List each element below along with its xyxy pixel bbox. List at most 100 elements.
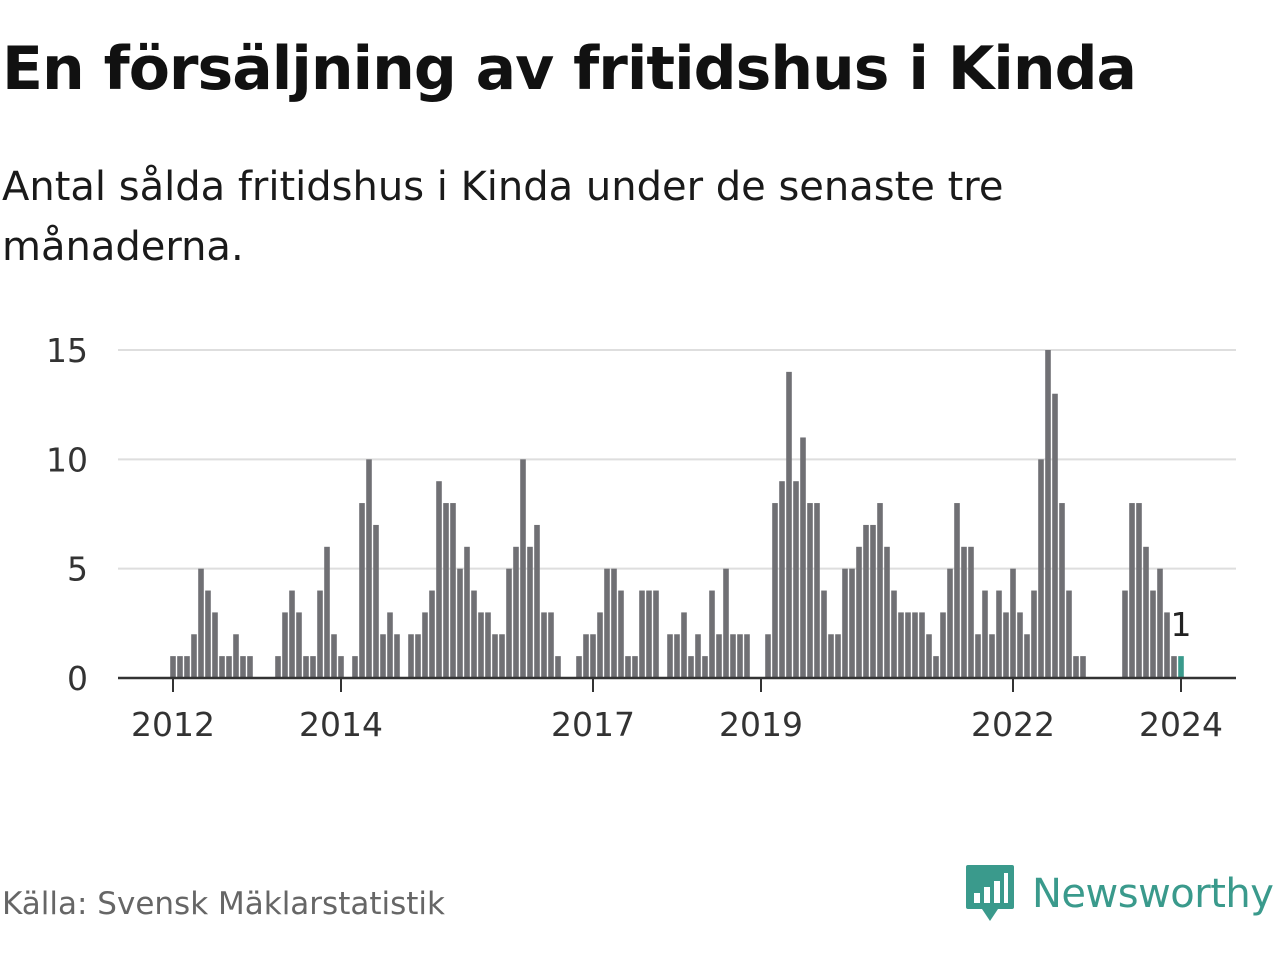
bar: [1080, 656, 1086, 678]
bar: [317, 590, 323, 678]
bar: [653, 590, 659, 678]
bar: [821, 590, 827, 678]
bar: [198, 568, 204, 678]
bar: [744, 634, 750, 678]
bar: [1150, 590, 1156, 678]
bar: [590, 634, 596, 678]
bar: [387, 612, 393, 678]
bar: [730, 634, 736, 678]
bar: [625, 656, 631, 678]
bar: [975, 634, 981, 678]
bar: [954, 503, 960, 678]
bar: [898, 612, 904, 678]
bar: [870, 524, 876, 678]
bar: [457, 568, 463, 678]
bar: [688, 656, 694, 678]
bar: [275, 656, 281, 678]
y-tick-label: 0: [67, 659, 88, 698]
bar: [807, 503, 813, 678]
bar: [289, 590, 295, 678]
bar: [191, 634, 197, 678]
bar: [513, 546, 519, 678]
bar: [548, 612, 554, 678]
bar: [499, 634, 505, 678]
bar: [835, 634, 841, 678]
bar: [667, 634, 673, 678]
bar: [184, 656, 190, 678]
bar: [632, 656, 638, 678]
bar: [1136, 503, 1142, 678]
bar: [296, 612, 302, 678]
bar: [240, 656, 246, 678]
bar: [555, 656, 561, 678]
bar: [1059, 503, 1065, 678]
bar: [1066, 590, 1072, 678]
bar: [247, 656, 253, 678]
y-tick-label: 15: [46, 331, 88, 370]
bar: [352, 656, 358, 678]
bar: [1038, 459, 1044, 678]
bar: [1010, 568, 1016, 678]
bar: [492, 634, 498, 678]
bar: [856, 546, 862, 678]
bar: [996, 590, 1002, 678]
bar: [681, 612, 687, 678]
bar: [863, 524, 869, 678]
bar: [814, 503, 820, 678]
bar: [786, 371, 792, 678]
bar: [933, 656, 939, 678]
bar: [1052, 393, 1058, 678]
bar: [597, 612, 603, 678]
bar: [709, 590, 715, 678]
highlight-bar: [1178, 656, 1184, 678]
bar: [1122, 590, 1128, 678]
bar: [450, 503, 456, 678]
bar: [219, 656, 225, 678]
bar: [1045, 350, 1051, 678]
bar: [989, 634, 995, 678]
bar: [373, 524, 379, 678]
bar: [793, 481, 799, 678]
bar: [772, 503, 778, 678]
bar: [233, 634, 239, 678]
x-tick-label: 2014: [299, 705, 383, 740]
bar: [716, 634, 722, 678]
highlight-data-label: 1: [1171, 605, 1192, 644]
brand-logo[interactable]: Newsworthy: [964, 862, 1274, 926]
bar: [471, 590, 477, 678]
chart-title: En försäljning av fritidshus i Kinda: [2, 34, 1137, 104]
bar: [415, 634, 421, 678]
bar: [331, 634, 337, 678]
bar: [527, 546, 533, 678]
bar: [639, 590, 645, 678]
x-tick-label: 2012: [131, 705, 215, 740]
bar: [408, 634, 414, 678]
bar: [1164, 612, 1170, 678]
x-tick-label: 2017: [551, 705, 635, 740]
x-tick-label: 2024: [1139, 705, 1223, 740]
bar: [1171, 656, 1177, 678]
bar: [310, 656, 316, 678]
bar: [576, 656, 582, 678]
bar: [940, 612, 946, 678]
bar: [646, 590, 652, 678]
bar: [478, 612, 484, 678]
bar: [765, 634, 771, 678]
bar: [919, 612, 925, 678]
bar: [506, 568, 512, 678]
bar: [226, 656, 232, 678]
bar: [1031, 590, 1037, 678]
bar: [177, 656, 183, 678]
bar: [1024, 634, 1030, 678]
bar: [1017, 612, 1023, 678]
bar: [520, 459, 526, 678]
bar: [324, 546, 330, 678]
bar: [464, 546, 470, 678]
bar: [968, 546, 974, 678]
bar: [884, 546, 890, 678]
bar: [947, 568, 953, 678]
chart-subtitle: Antal sålda fritidshus i Kinda under de …: [2, 164, 1004, 270]
bar: [779, 481, 785, 678]
bar-chart: 0 5 10 15 2012 2014 2017 2019 2022 2024 1: [46, 331, 1236, 740]
bar: [702, 656, 708, 678]
